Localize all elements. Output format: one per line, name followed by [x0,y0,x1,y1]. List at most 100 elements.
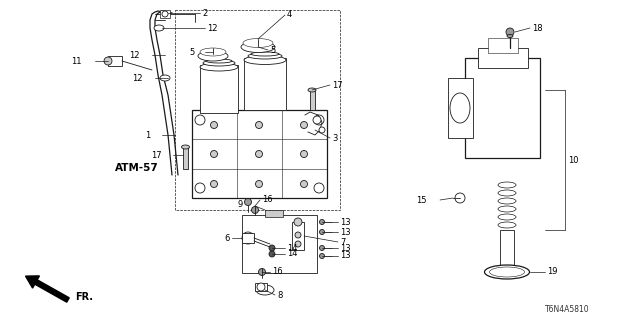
Bar [265,210,283,217]
Ellipse shape [248,53,282,59]
Ellipse shape [256,285,274,295]
Text: 2: 2 [202,9,207,18]
Text: 18: 18 [532,23,543,33]
Bar [160,10,170,18]
Bar [292,222,304,250]
Bar [192,110,327,198]
Text: 12: 12 [207,23,218,33]
Ellipse shape [507,35,513,37]
Circle shape [162,11,168,17]
Text: 13: 13 [340,218,351,227]
Bar [175,10,340,210]
Circle shape [314,115,324,125]
Ellipse shape [206,59,232,63]
Circle shape [195,183,205,193]
Circle shape [244,198,252,205]
Text: 8: 8 [277,291,282,300]
Circle shape [455,193,465,203]
Ellipse shape [498,198,516,204]
Circle shape [314,183,324,193]
Circle shape [295,232,301,238]
Text: 17: 17 [332,81,342,90]
Text: 9: 9 [237,199,243,209]
Text: 12: 12 [132,74,143,83]
Ellipse shape [484,265,529,279]
Text: 11: 11 [72,57,82,66]
Circle shape [301,122,307,129]
Text: 12: 12 [129,51,140,60]
Ellipse shape [241,42,275,52]
Text: 10: 10 [568,156,579,164]
Circle shape [506,28,514,36]
Bar [255,283,267,291]
Text: 15: 15 [417,196,427,204]
Text: 14: 14 [287,250,298,259]
Ellipse shape [490,267,525,277]
Ellipse shape [498,190,516,196]
Circle shape [313,116,321,124]
Circle shape [255,180,262,188]
Ellipse shape [200,48,226,56]
Text: 3: 3 [332,133,337,142]
Ellipse shape [308,88,316,92]
Text: 19: 19 [547,268,557,276]
Text: 5: 5 [270,45,275,54]
Circle shape [259,268,266,276]
Text: T6N4A5810: T6N4A5810 [545,306,589,315]
FancyArrow shape [26,276,69,302]
Bar [242,215,317,273]
Ellipse shape [244,55,286,65]
Text: 16: 16 [272,268,283,276]
Bar [500,230,514,265]
Ellipse shape [203,60,235,66]
Text: 16: 16 [262,195,273,204]
Ellipse shape [498,206,516,212]
Ellipse shape [243,38,273,47]
Circle shape [319,229,324,235]
Text: FR.: FR. [75,292,93,302]
Bar [488,38,518,53]
Circle shape [269,251,275,257]
Bar [244,58,286,110]
Circle shape [269,245,275,251]
Circle shape [255,150,262,157]
Ellipse shape [498,222,516,228]
Text: ATM-57: ATM-57 [115,163,159,173]
Circle shape [211,180,218,188]
Bar [108,56,122,66]
Text: 13: 13 [340,252,351,260]
Bar [242,233,254,243]
Ellipse shape [200,63,238,71]
Circle shape [319,253,324,259]
Bar [448,78,473,138]
Bar [183,147,188,169]
Ellipse shape [498,182,516,188]
Ellipse shape [251,52,279,56]
Text: 14: 14 [287,244,298,252]
Text: 1: 1 [145,131,150,140]
Ellipse shape [198,51,228,61]
Circle shape [104,57,112,65]
Text: 6: 6 [225,234,230,243]
Circle shape [252,206,259,213]
Bar [200,65,238,113]
Ellipse shape [498,214,516,220]
Circle shape [211,122,218,129]
Ellipse shape [182,145,189,149]
Circle shape [319,220,324,225]
Circle shape [294,218,302,226]
Circle shape [301,180,307,188]
Text: 5: 5 [189,47,195,57]
Circle shape [195,115,205,125]
Bar [465,58,540,158]
Ellipse shape [450,93,470,123]
Ellipse shape [154,25,164,31]
Bar [478,48,528,68]
Text: 4: 4 [287,10,292,19]
Text: 7: 7 [340,237,346,246]
Circle shape [301,150,307,157]
Circle shape [295,241,301,247]
Circle shape [319,127,325,133]
Text: 13: 13 [340,244,351,252]
Circle shape [211,150,218,157]
